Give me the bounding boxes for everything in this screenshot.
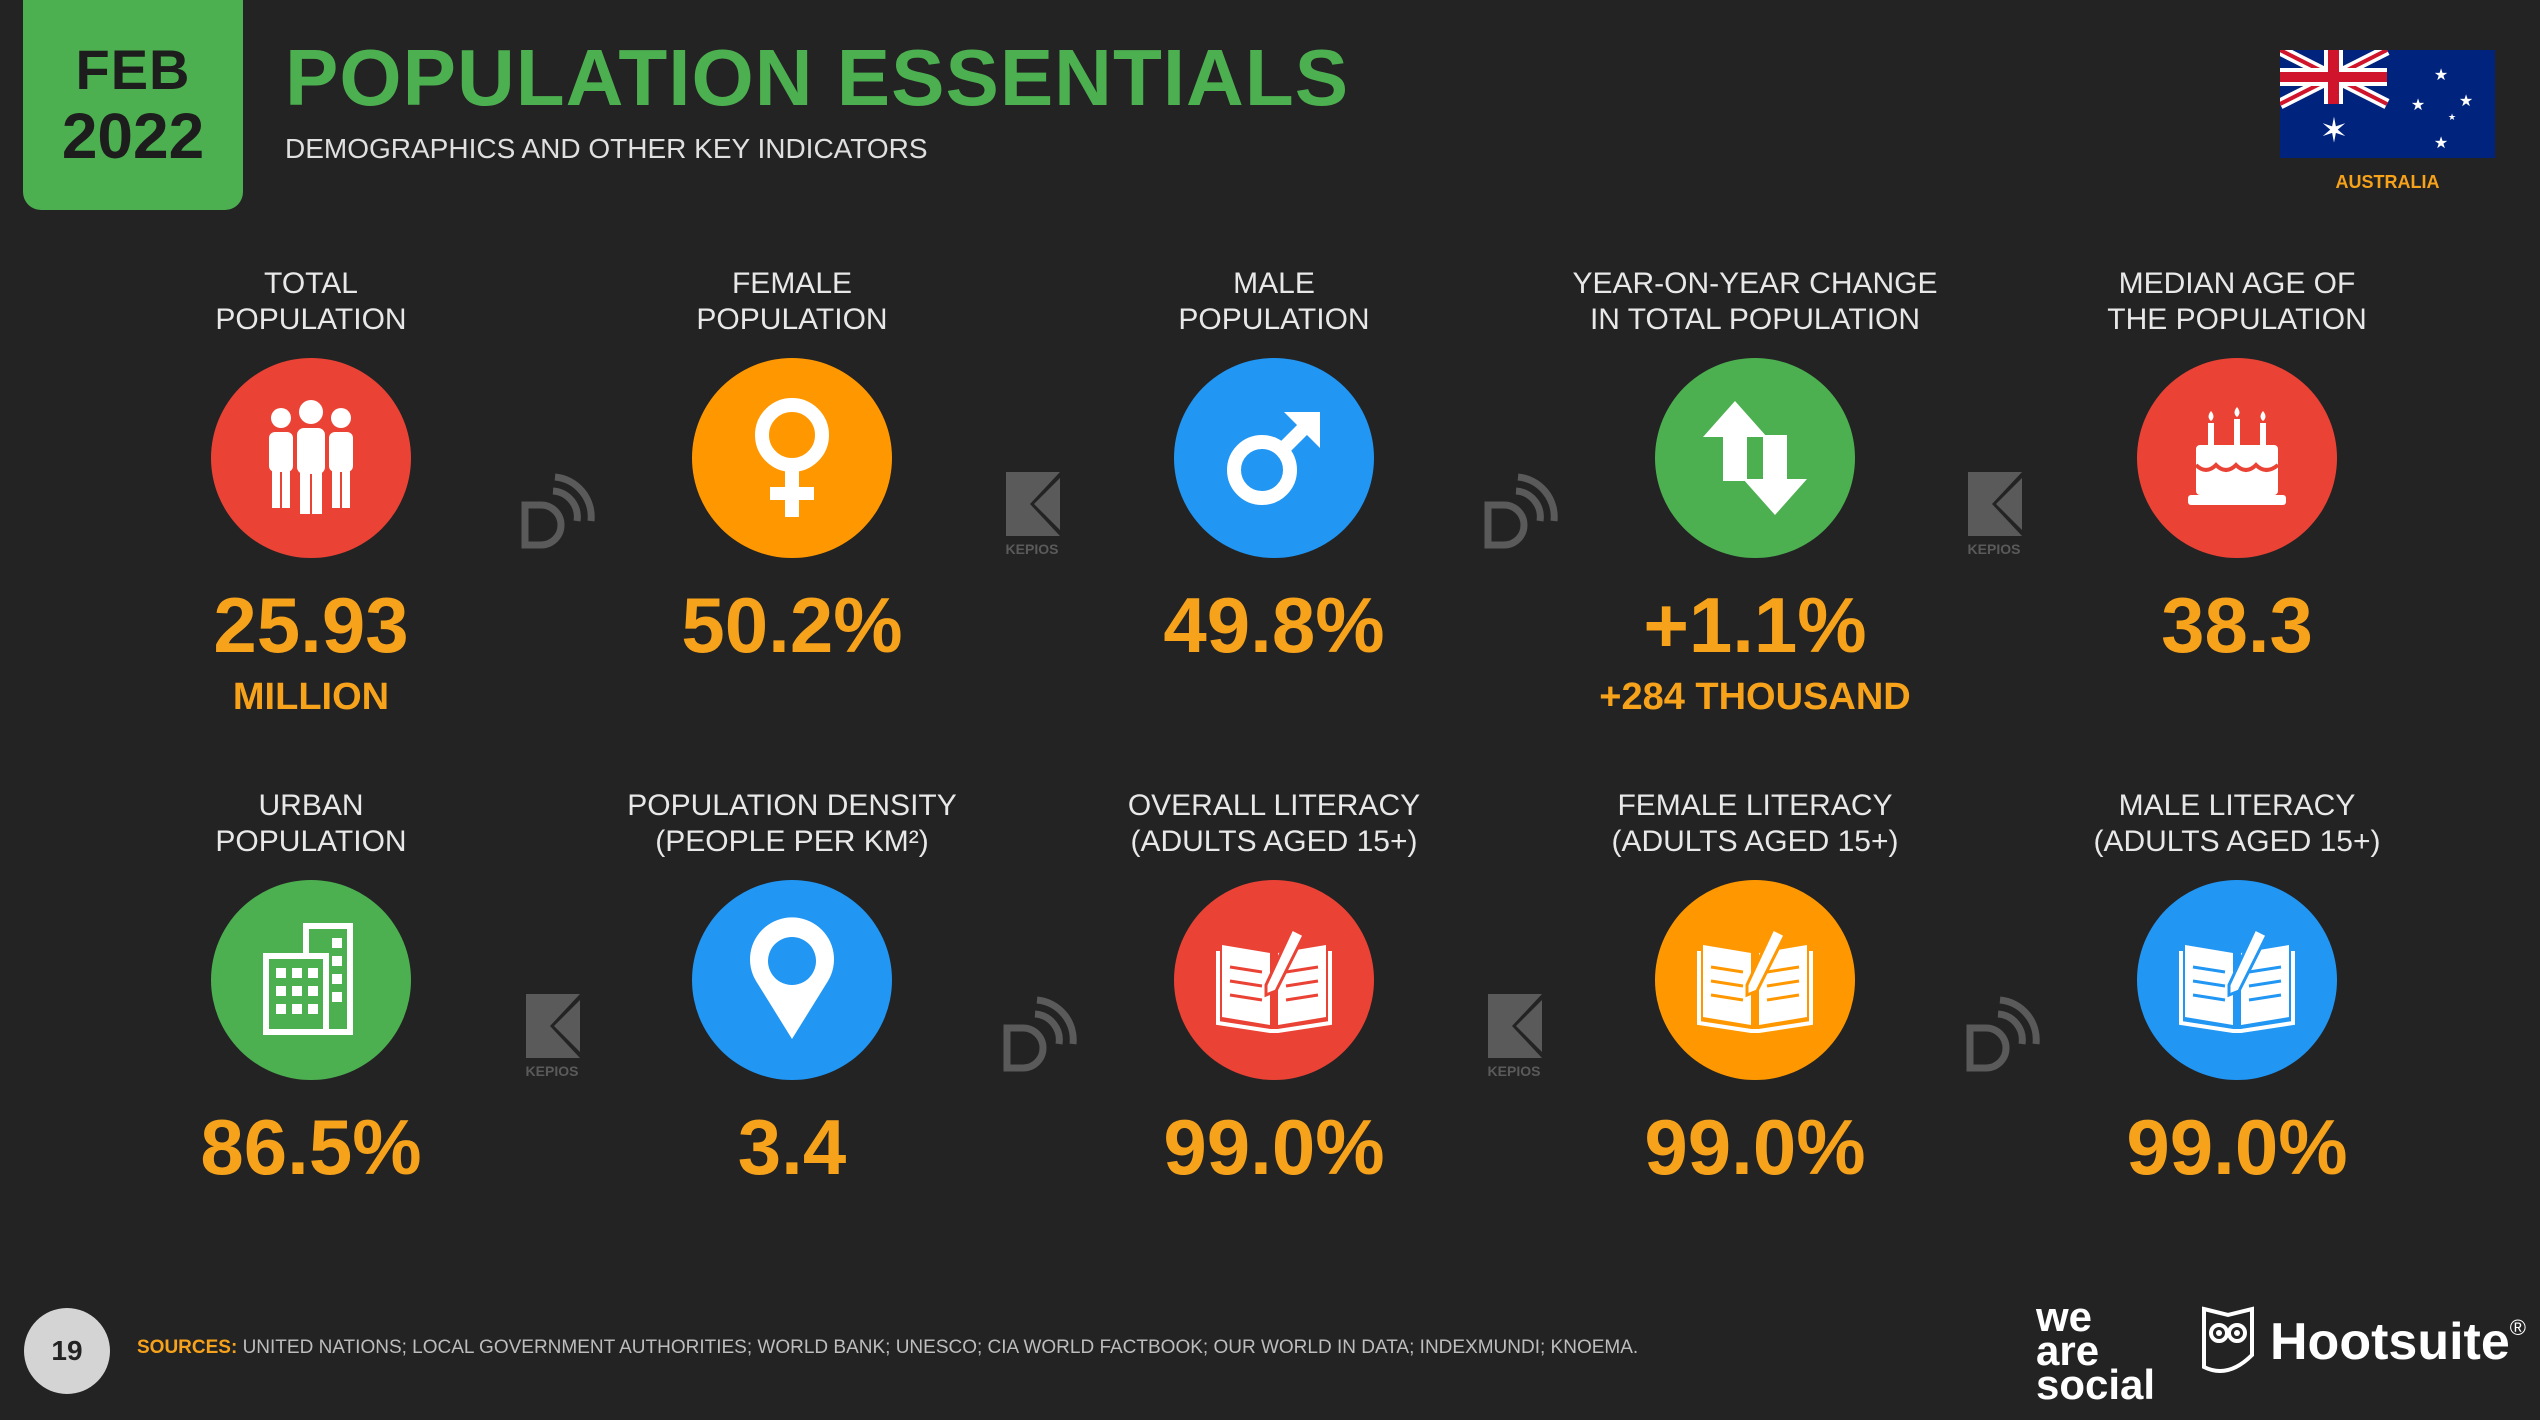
stat-label: YEAR-ON-YEAR CHANGE IN TOTAL POPULATION: [1572, 267, 1938, 336]
female-symbol-icon: [755, 398, 829, 517]
kepios-logo-icon: KEPIOS: [1006, 472, 1060, 557]
stat-label: MEDIAN AGE OF THE POPULATION: [2107, 267, 2367, 336]
stat-icon-circle: [1174, 358, 1374, 558]
svg-text:★: ★: [2434, 135, 2448, 152]
stat-label: FEMALE POPULATION: [696, 267, 888, 336]
stat-total-population: TOTAL POPULATION 25.93 MILLION: [111, 266, 511, 716]
book-pen-icon: [2179, 926, 2295, 1033]
stat-male-population: MALE POPULATION 49.8%: [1074, 266, 1474, 664]
datareportal-logo-icon: [521, 473, 595, 549]
stat-icon-circle: [692, 358, 892, 558]
stat-value: 25.93: [213, 581, 409, 669]
date-badge: FEB 2022: [23, 0, 243, 210]
svg-text:★: ★: [2459, 93, 2473, 110]
stat-overall-literacy: OVERALL LITERACY (ADULTS AGED 15+) 99.0%: [1074, 788, 1474, 1186]
page-number: 19: [24, 1308, 110, 1394]
svg-text:✶: ✶: [2320, 111, 2349, 151]
stat-value: 49.8%: [1163, 581, 1385, 669]
sources-line: SOURCES: UNITED NATIONS; LOCAL GOVERNMEN…: [137, 1337, 1638, 1359]
stat-label: TOTAL POPULATION: [215, 267, 407, 336]
datareportal-logo-icon: [1966, 996, 2040, 1072]
datareportal-logo-icon: [1484, 473, 1558, 549]
up-down-arrows-icon: [1703, 401, 1807, 515]
stat-label: MALE POPULATION: [1178, 267, 1370, 336]
stat-male-literacy: MALE LITERACY (ADULTS AGED 15+) 99.0%: [2037, 788, 2437, 1186]
stat-icon-circle: [211, 880, 411, 1080]
stat-value: 99.0%: [2126, 1103, 2348, 1191]
australia-flag-icon: ✶ ★ ★ ★ ★ ★: [2280, 50, 2495, 158]
svg-text:★: ★: [2411, 97, 2425, 114]
buildings-icon: [263, 923, 353, 1035]
stat-female-literacy: FEMALE LITERACY (ADULTS AGED 15+) 99.0%: [1555, 788, 1955, 1186]
kepios-logo-icon: KEPIOS: [1488, 994, 1542, 1079]
date-month: FEB: [75, 38, 191, 101]
registered-mark: ®: [2509, 1315, 2526, 1340]
kepios-text: KEPIOS: [1488, 1063, 1541, 1079]
stat-label: POPULATION DENSITY (PEOPLE PER KM²): [627, 789, 957, 858]
stat-value: 99.0%: [1644, 1103, 1866, 1191]
stat-icon-circle: [2137, 358, 2337, 558]
stat-icon-circle: [692, 880, 892, 1080]
stat-median-age: MEDIAN AGE OF THE POPULATION 38.3: [2037, 266, 2437, 664]
kepios-text: KEPIOS: [1006, 541, 1059, 557]
stat-value: 38.3: [2161, 581, 2313, 669]
stat-population-density: POPULATION DENSITY (PEOPLE PER KM²) 3.4: [592, 788, 992, 1186]
stat-icon-circle: [1655, 880, 1855, 1080]
birthday-cake-icon: [2188, 407, 2286, 505]
brand-word: are: [2036, 1327, 2100, 1374]
brand-word: social: [2036, 1361, 2156, 1408]
kepios-logo-icon: KEPIOS: [526, 994, 580, 1079]
book-pen-icon: [1697, 926, 1813, 1033]
stat-sub: +284 THOUSAND: [1599, 676, 1911, 718]
stat-female-population: FEMALE POPULATION 50.2%: [592, 266, 992, 664]
stat-value: 50.2%: [681, 581, 903, 669]
map-pin-icon: [750, 917, 834, 1039]
stat-icon-circle: [211, 358, 411, 558]
stat-value: 86.5%: [200, 1103, 422, 1191]
stat-label: FEMALE LITERACY (ADULTS AGED 15+): [1611, 789, 1899, 858]
book-pen-icon: [1216, 926, 1332, 1033]
page-subtitle: DEMOGRAPHICS AND OTHER KEY INDICATORS: [285, 133, 928, 164]
stat-icon-circle: [2137, 880, 2337, 1080]
svg-text:★: ★: [2434, 67, 2448, 84]
owl-icon: [2202, 1306, 2254, 1373]
datareportal-logo-icon: [1003, 996, 1077, 1072]
kepios-text: KEPIOS: [1968, 541, 2021, 557]
stat-icon-circle: [1174, 880, 1374, 1080]
sources-label: SOURCES:: [137, 1337, 238, 1358]
kepios-logo-icon: KEPIOS: [1968, 472, 2022, 557]
stat-yoy-change: YEAR-ON-YEAR CHANGE IN TOTAL POPULATION …: [1555, 266, 1955, 716]
stat-value: 3.4: [737, 1103, 847, 1191]
stat-value: 99.0%: [1163, 1103, 1385, 1191]
people-icon: [269, 400, 353, 514]
kepios-text: KEPIOS: [526, 1063, 579, 1079]
we-are-social-logo: we are social: [2036, 1293, 2156, 1408]
stat-label: OVERALL LITERACY (ADULTS AGED 15+): [1127, 789, 1421, 858]
stat-sub: MILLION: [232, 676, 390, 718]
stat-label: URBAN POPULATION: [215, 789, 407, 858]
sources-text: UNITED NATIONS; LOCAL GOVERNMENT AUTHORI…: [242, 1337, 1639, 1358]
stat-urban-population: URBAN POPULATION 86.5%: [111, 788, 511, 1186]
hootsuite-logo: Hootsuite ®: [2200, 1305, 2526, 1379]
brand-word: we: [2036, 1293, 2093, 1340]
svg-text:★: ★: [2448, 112, 2456, 122]
stat-value: +1.1%: [1643, 581, 1867, 669]
male-symbol-icon: [1227, 412, 1320, 505]
page-title: POPULATION ESSENTIALS: [285, 33, 1350, 122]
stat-label: MALE LITERACY (ADULTS AGED 15+): [2093, 789, 2381, 858]
date-year: 2022: [61, 100, 205, 172]
hootsuite-wordmark: Hootsuite: [2270, 1313, 2510, 1371]
country-label: AUSTRALIA: [2335, 172, 2440, 192]
stat-icon-circle: [1655, 358, 1855, 558]
